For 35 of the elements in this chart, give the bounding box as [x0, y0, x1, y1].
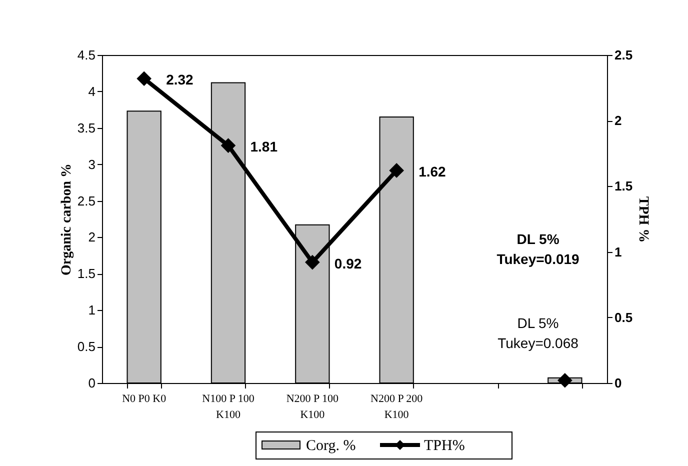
y2-tick-label: 2.5 [614, 48, 633, 62]
x-tick-label: N200 P 100 K100 [286, 393, 339, 421]
point [558, 372, 572, 388]
x-tick-label: N100 P 100 K100 [202, 393, 255, 421]
point [136, 71, 152, 86]
annotation: DL 5% Tukey=0.019 [496, 231, 580, 267]
x-tick-label: N0 P0 K0 [122, 393, 167, 405]
y-tick-label: 2.5 [77, 193, 96, 208]
point [389, 163, 404, 178]
y-tick-label: 4.5 [77, 48, 96, 62]
data-label: 2.32 [166, 72, 194, 88]
y-axis-title: Organic carbon % [59, 164, 74, 276]
y2-axis-title: TPH % [636, 196, 651, 243]
y2-tick-label: 1.5 [614, 178, 633, 194]
y-tick-label: 2 [88, 230, 96, 245]
y-tick-label: 3.5 [77, 120, 96, 136]
y-tick-label: 4 [88, 84, 96, 99]
legend-label: TPH% [424, 438, 465, 454]
data-label: 1.81 [250, 138, 278, 155]
data-label: 1.62 [418, 163, 446, 180]
annotation: DL 5% Tukey=0.068 [498, 315, 579, 351]
y-tick-label: 1 [88, 302, 96, 318]
x-tick-label: N200 P 200 K100 [370, 393, 424, 421]
y-tick-label: 1.5 [77, 266, 96, 282]
point [220, 138, 236, 153]
y2-tick-label: 2 [614, 113, 622, 128]
y-tick-label: 0.5 [77, 339, 96, 354]
y2-tick-label: 0 [614, 376, 622, 390]
y-tick-label: 0 [88, 376, 96, 390]
point [305, 254, 320, 270]
data-label: 0.92 [334, 255, 362, 272]
y2-tick-label: 0.5 [614, 310, 633, 325]
legend-label: Corg. % [306, 438, 356, 454]
y2-tick-label: 1 [614, 244, 622, 260]
y-tick-label: 3 [88, 156, 96, 172]
